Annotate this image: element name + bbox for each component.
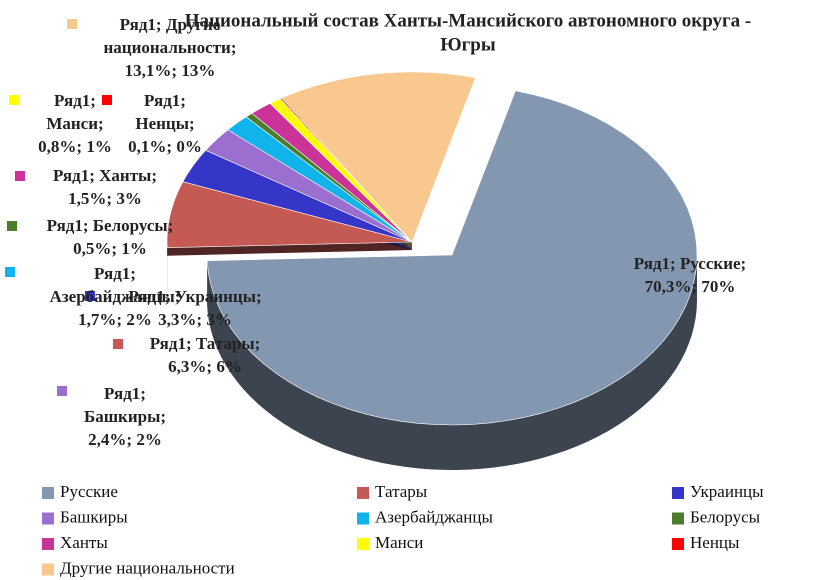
data-label: 1,7%; 2% (78, 310, 152, 329)
slice (269, 98, 413, 243)
data-label: Манси; (46, 114, 103, 133)
legend-key (42, 563, 54, 576)
legend-label: Ненцы (690, 533, 740, 552)
data-label: 2,4%; 2% (88, 430, 162, 449)
chart-title: Югры (440, 34, 496, 55)
slice-side (207, 255, 697, 470)
data-label: Ряд1; Другие (120, 15, 221, 34)
data-label: Ряд1; (144, 91, 186, 110)
data-label: Ряд1; (94, 264, 136, 283)
label-key (7, 221, 17, 231)
data-label: Ряд1; Белорусы; (47, 216, 174, 235)
data-label: Ряд1; Татары; (150, 334, 261, 353)
label-key (67, 19, 77, 29)
data-label: Ряд1; (54, 91, 96, 110)
data-label: Ряд1; (104, 384, 146, 403)
legend-key (672, 487, 684, 499)
data-label: Ряд1; Украинцы; (128, 287, 261, 306)
legend-key (42, 538, 54, 550)
data-label: Ряд1; Русские; (634, 254, 746, 273)
data-label: Башкиры; (84, 407, 166, 426)
legend-label: Манси (375, 533, 423, 552)
slice (245, 112, 413, 243)
legend-label: Азербайджанцы (375, 507, 493, 526)
data-label: 0,8%; 1% (38, 137, 112, 156)
legend-label: Башкиры (60, 507, 128, 526)
data-label: 0,1%; 0% (128, 137, 202, 156)
data-label: 70,3%; 70% (645, 277, 736, 296)
label-key (85, 291, 95, 301)
data-label: 6,3%; 6% (168, 357, 242, 376)
slice (281, 71, 476, 243)
label-key (9, 95, 19, 105)
label-key (15, 171, 25, 181)
data-label: Азербайджанцы; (50, 287, 181, 306)
data-label: 1,5%; 3% (68, 189, 142, 208)
label-key (102, 95, 112, 105)
legend-key (672, 512, 684, 525)
data-label: Ряд1; Ханты; (53, 166, 157, 185)
legend-key (42, 512, 54, 525)
slice-face (167, 242, 412, 256)
legend-key (42, 487, 54, 499)
legend-label: Ханты (60, 533, 108, 552)
legend-label: Татары (375, 482, 428, 501)
slice (182, 149, 413, 243)
data-label: 0,5%; 1% (73, 239, 147, 258)
legend-label: Русские (60, 482, 118, 501)
slice (206, 90, 698, 426)
slice (205, 129, 413, 243)
slice (166, 181, 413, 249)
legend-key (357, 512, 369, 525)
label-key (5, 267, 15, 277)
chart-title: Национальный состав Ханты-Мансийского ав… (185, 10, 752, 31)
legend-label: Другие национальности (60, 558, 235, 577)
legend-key (357, 538, 369, 550)
data-label: 13,1%; 13% (125, 61, 216, 80)
legend-key (357, 487, 369, 499)
slice (227, 116, 413, 243)
legend-key (672, 538, 684, 550)
data-label: национальности; (103, 38, 236, 57)
label-key (57, 386, 67, 396)
label-key (113, 339, 123, 349)
data-label: 3,3%; 3% (158, 310, 232, 329)
data-label: Ненцы; (135, 114, 194, 133)
legend-label: Украинцы (690, 482, 764, 501)
legend-label: Белорусы (690, 507, 761, 526)
slice (251, 103, 413, 243)
